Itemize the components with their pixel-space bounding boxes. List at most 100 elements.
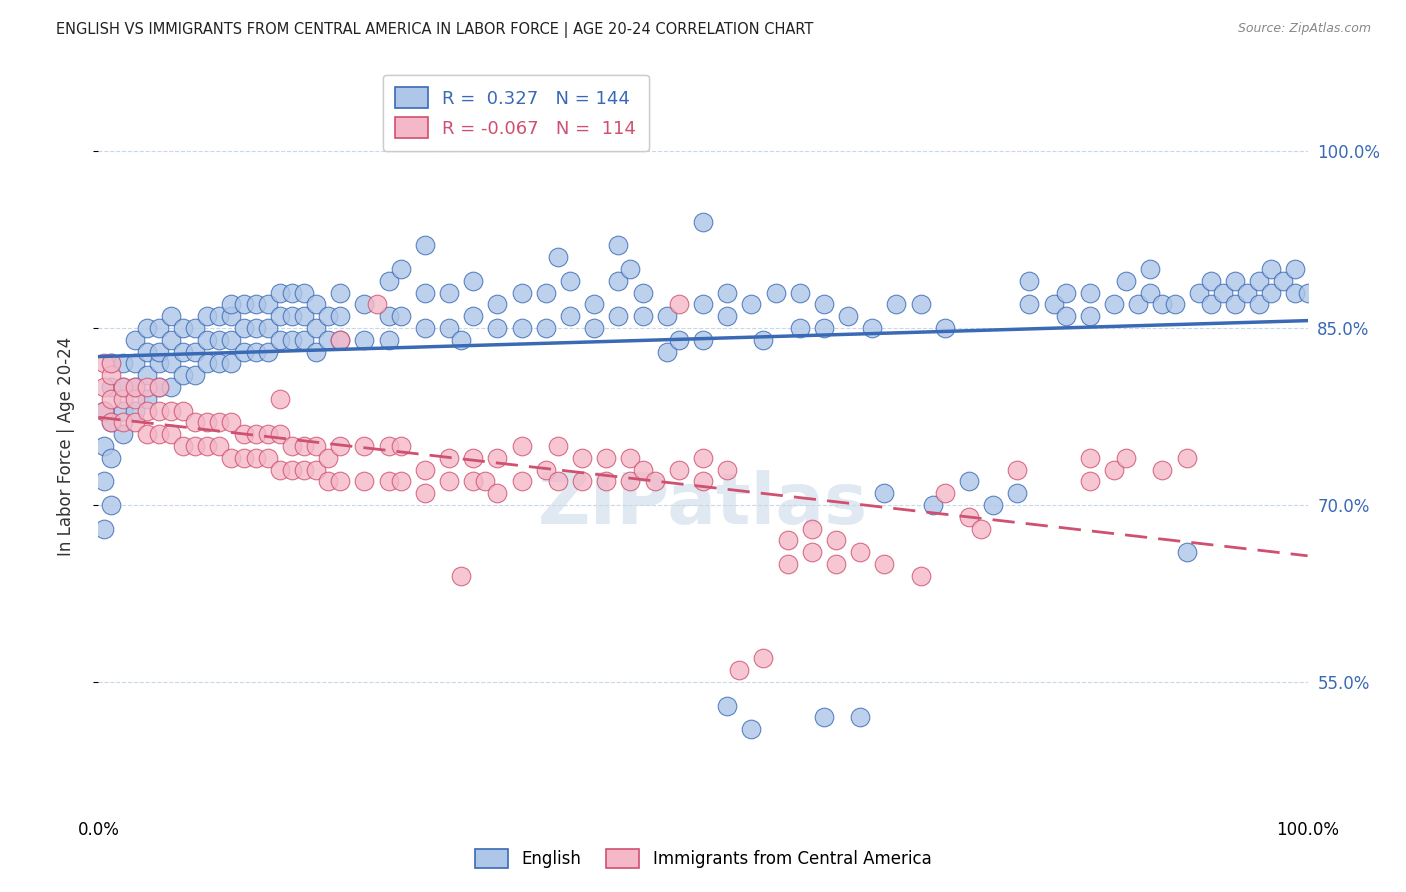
Point (1128, 297, 1150, 311)
Point (172, 344, 194, 359)
Point (716, 698, 738, 713)
Point (486, 297, 509, 311)
Point (329, 333, 352, 347)
Point (752, 333, 775, 347)
Point (534, 321, 557, 335)
Point (413, 285, 436, 300)
Point (692, 215, 714, 229)
Point (353, 297, 375, 311)
Point (631, 285, 654, 300)
Point (1018, 297, 1040, 311)
Point (135, 344, 157, 359)
Point (450, 333, 472, 347)
Point (873, 486, 896, 500)
Point (921, 498, 943, 512)
Point (619, 475, 641, 489)
Point (558, 310, 581, 324)
Point (437, 285, 460, 300)
Point (195, 356, 218, 370)
Point (1175, 450, 1198, 465)
Point (1272, 274, 1295, 288)
Point (245, 321, 267, 335)
Point (1018, 274, 1040, 288)
Point (1139, 262, 1161, 277)
Point (221, 416, 243, 430)
Point (1102, 462, 1125, 476)
Point (100, 416, 122, 430)
Point (148, 403, 170, 417)
Point (269, 427, 291, 442)
Point (195, 310, 218, 324)
Point (366, 297, 388, 311)
Point (269, 333, 291, 347)
Point (1296, 285, 1319, 300)
Point (595, 450, 617, 465)
Point (1212, 285, 1234, 300)
Point (668, 297, 690, 311)
Point (1078, 285, 1101, 300)
Point (692, 297, 714, 311)
Point (1284, 285, 1306, 300)
Point (329, 333, 352, 347)
Point (1078, 450, 1101, 465)
Point (668, 462, 690, 476)
Point (1163, 297, 1185, 311)
Point (281, 462, 304, 476)
Point (111, 356, 134, 370)
Point (221, 356, 243, 370)
Point (595, 475, 617, 489)
Point (789, 321, 811, 335)
Point (463, 450, 485, 465)
Point (970, 522, 993, 536)
Point (1223, 274, 1246, 288)
Point (692, 333, 714, 347)
Point (813, 297, 835, 311)
Point (148, 321, 170, 335)
Point (413, 462, 436, 476)
Point (269, 392, 291, 406)
Text: Source: ZipAtlas.com: Source: ZipAtlas.com (1237, 22, 1371, 36)
Point (135, 380, 157, 394)
Point (800, 545, 823, 559)
Point (1042, 297, 1064, 311)
Text: ZIPatlas: ZIPatlas (538, 470, 868, 539)
Point (1054, 285, 1077, 300)
Point (148, 380, 170, 394)
Point (100, 356, 122, 370)
Point (269, 310, 291, 324)
Point (305, 344, 328, 359)
Point (245, 344, 267, 359)
Point (184, 368, 207, 383)
Text: ENGLISH VS IMMIGRANTS FROM CENTRAL AMERICA IN LABOR FORCE | AGE 20-24 CORRELATIO: ENGLISH VS IMMIGRANTS FROM CENTRAL AMERI… (56, 22, 814, 38)
Point (413, 321, 436, 335)
Point (221, 297, 243, 311)
Point (305, 462, 328, 476)
Point (873, 557, 896, 571)
Point (281, 285, 304, 300)
Point (716, 462, 738, 476)
Point (329, 285, 352, 300)
Point (172, 368, 194, 383)
Point (184, 416, 207, 430)
Point (329, 475, 352, 489)
Point (221, 310, 243, 324)
Point (463, 475, 485, 489)
Point (93, 380, 115, 394)
Point (474, 475, 496, 489)
Point (825, 557, 848, 571)
Point (1078, 475, 1101, 489)
Point (124, 356, 146, 370)
Point (305, 439, 328, 453)
Point (148, 380, 170, 394)
Point (172, 321, 194, 335)
Point (111, 380, 134, 394)
Point (463, 274, 485, 288)
Point (752, 651, 775, 665)
Point (100, 416, 122, 430)
Point (607, 274, 630, 288)
Point (825, 533, 848, 548)
Point (813, 710, 835, 724)
Point (135, 403, 157, 417)
Point (377, 475, 399, 489)
Point (292, 285, 315, 300)
